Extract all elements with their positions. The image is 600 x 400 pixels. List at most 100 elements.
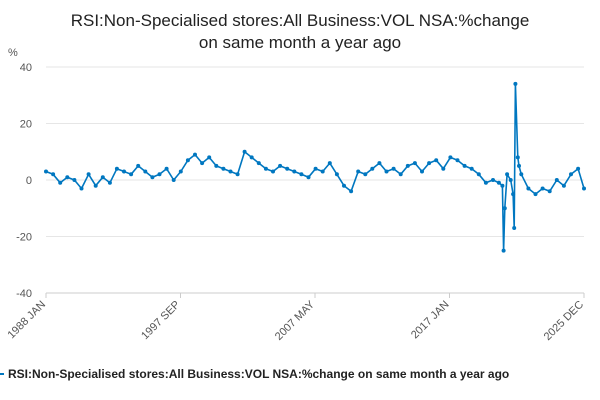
data-point [114, 166, 119, 171]
data-point [86, 172, 91, 177]
data-point [505, 172, 510, 177]
x-tick-label: 2017 JAN [409, 299, 452, 342]
data-point [44, 169, 48, 174]
data-point [242, 149, 247, 154]
data-point [235, 172, 240, 177]
data-point [200, 161, 205, 166]
data-point [93, 183, 98, 188]
data-point [483, 180, 488, 185]
data-point [405, 163, 410, 168]
data-point [72, 178, 77, 182]
data-point [434, 158, 439, 163]
x-tick-label: 1988 JAN [5, 299, 48, 342]
legend-entry: RSI:Non-Specialised stores:All Business:… [8, 367, 509, 381]
data-point [384, 169, 389, 174]
data-point [171, 178, 176, 182]
data-point [185, 158, 190, 163]
data-point [441, 166, 446, 171]
y-tick-label: 20 [20, 119, 32, 131]
data-point [496, 180, 501, 185]
data-point [327, 161, 332, 166]
data-point [143, 169, 148, 174]
y-tick-label: -20 [16, 232, 32, 244]
data-point [491, 178, 495, 182]
data-point [107, 180, 112, 185]
data-point [561, 183, 566, 188]
data-point [157, 172, 162, 177]
data-point [469, 166, 474, 171]
data-point [129, 172, 134, 177]
data-point [512, 226, 517, 230]
data-point [526, 186, 531, 191]
data-point [377, 161, 382, 166]
data-point [263, 166, 268, 171]
data-point [349, 189, 354, 194]
data-point [271, 169, 275, 174]
data-point [576, 166, 581, 171]
data-point [569, 172, 573, 177]
data-point [412, 161, 417, 166]
data-point [122, 169, 126, 174]
data-point [136, 163, 141, 168]
data-point [554, 178, 559, 182]
data-point [517, 163, 521, 168]
data-point [363, 172, 368, 177]
data-point [519, 172, 524, 177]
data-point [228, 169, 233, 174]
data-point [313, 166, 318, 171]
chart-title-line-1: RSI:Non-Specialised stores:All Business:… [71, 11, 530, 30]
data-point [420, 169, 424, 174]
data-point [178, 169, 183, 174]
data-point [502, 206, 507, 211]
x-axis: 1988 JAN 1997 SEP 2007 MAY 2017 JAN 2025 DEC [5, 292, 586, 343]
data-point [193, 152, 197, 157]
data-point [306, 175, 311, 180]
y-tick-label: -40 [16, 288, 32, 300]
data-point [65, 175, 70, 180]
data-point [164, 166, 169, 171]
data-point [79, 186, 84, 191]
data-point [533, 192, 538, 197]
data-point [582, 186, 586, 191]
x-tick-label: 1997 SEP [139, 299, 183, 343]
y-gridlines [46, 66, 584, 294]
data-point [391, 166, 396, 171]
data-point [508, 178, 513, 182]
y-tick-label: 40 [20, 62, 32, 74]
data-point [427, 161, 432, 166]
data-point [299, 172, 304, 177]
data-point [501, 248, 506, 253]
x-tick-label: 2025 DEC [542, 299, 586, 343]
data-point [370, 166, 375, 171]
data-point [511, 192, 516, 197]
data-point [462, 163, 467, 168]
data-point [285, 166, 290, 171]
data-point [100, 175, 105, 180]
data-point [448, 155, 453, 160]
y-axis-label: % [8, 47, 18, 59]
chart-title-line-2: on same month a year ago [199, 33, 401, 52]
series-layer [44, 81, 586, 253]
data-point [150, 175, 155, 180]
y-tick-labels: 40 20 0 -20 -40 [16, 62, 32, 300]
data-point [214, 163, 219, 168]
data-point [256, 161, 261, 166]
data-point [221, 166, 226, 171]
data-point [398, 172, 403, 177]
data-point [500, 183, 505, 188]
data-point [515, 155, 520, 160]
data-point [356, 169, 361, 174]
data-point [455, 158, 460, 163]
data-point [58, 180, 63, 185]
x-tick-label: 2007 MAY [273, 298, 318, 343]
data-point [51, 172, 56, 177]
data-point [513, 81, 518, 86]
data-point [540, 186, 545, 191]
data-point [342, 183, 346, 188]
data-point [249, 155, 254, 160]
data-point [278, 163, 283, 168]
data-point [547, 189, 552, 194]
data-point [292, 169, 297, 174]
y-tick-label: 0 [26, 175, 32, 187]
